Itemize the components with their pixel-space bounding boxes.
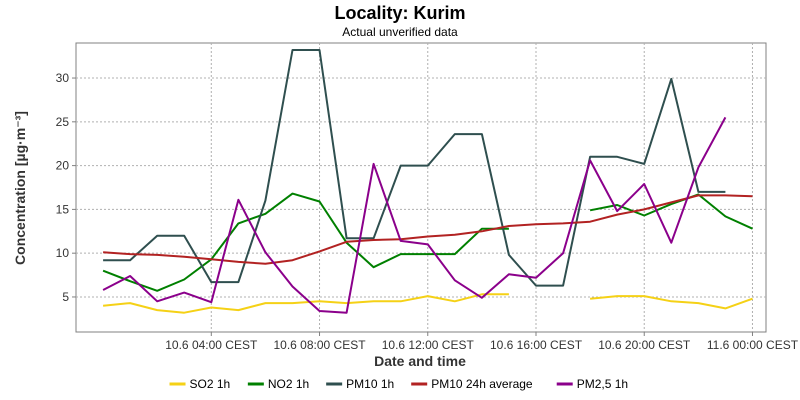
- y-tick-label: 30: [56, 71, 70, 85]
- series-lines: [102, 49, 753, 314]
- chart-title: Locality: Kurim: [334, 3, 465, 23]
- series-line-4: [102, 116, 727, 314]
- chart-subtitle: Actual unverified data: [342, 25, 458, 39]
- series-line-3: [103, 194, 753, 265]
- series-line-1: [102, 192, 753, 292]
- legend-label: PM10 1h: [346, 377, 394, 391]
- series-line-0: [103, 293, 753, 314]
- y-tick-label: 5: [62, 290, 69, 304]
- x-tick-label: 10.6 12:00 CEST: [382, 338, 475, 352]
- y-tick-label: 15: [56, 202, 70, 216]
- legend-label: PM10 24h average: [431, 377, 533, 391]
- x-tick-label: 10.6 20:00 CEST: [598, 338, 691, 352]
- legend-label: NO2 1h: [268, 377, 309, 391]
- y-tick-label: 25: [56, 115, 70, 129]
- series-line-2: [103, 49, 726, 287]
- x-axis-label: Date and time: [374, 353, 466, 369]
- x-tick-label: 10.6 04:00 CEST: [165, 338, 258, 352]
- y-tick-label: 20: [56, 159, 70, 173]
- y-axis-label: Concentration [µg·m⁻³]: [12, 111, 28, 265]
- legend: SO2 1h NO2 1h PM10 1h PM10 24h average PM2,5…: [169, 377, 628, 391]
- y-axis: 5 10 15 20 25 30: [56, 71, 76, 304]
- y-tick-label: 10: [56, 246, 70, 260]
- x-tick-label: 10.6 08:00 CEST: [273, 338, 366, 352]
- legend-label: SO2 1h: [190, 377, 231, 391]
- x-axis: 10.6 04:00 CEST 10.6 08:00 CEST 10.6 12:00…: [165, 332, 799, 352]
- plot-area: [75, 42, 767, 333]
- x-tick-label: 10.6 16:00 CEST: [490, 338, 583, 352]
- legend-label: PM2,5 1h: [577, 377, 628, 391]
- x-tick-label: 11.6 00:00 CEST: [707, 338, 799, 352]
